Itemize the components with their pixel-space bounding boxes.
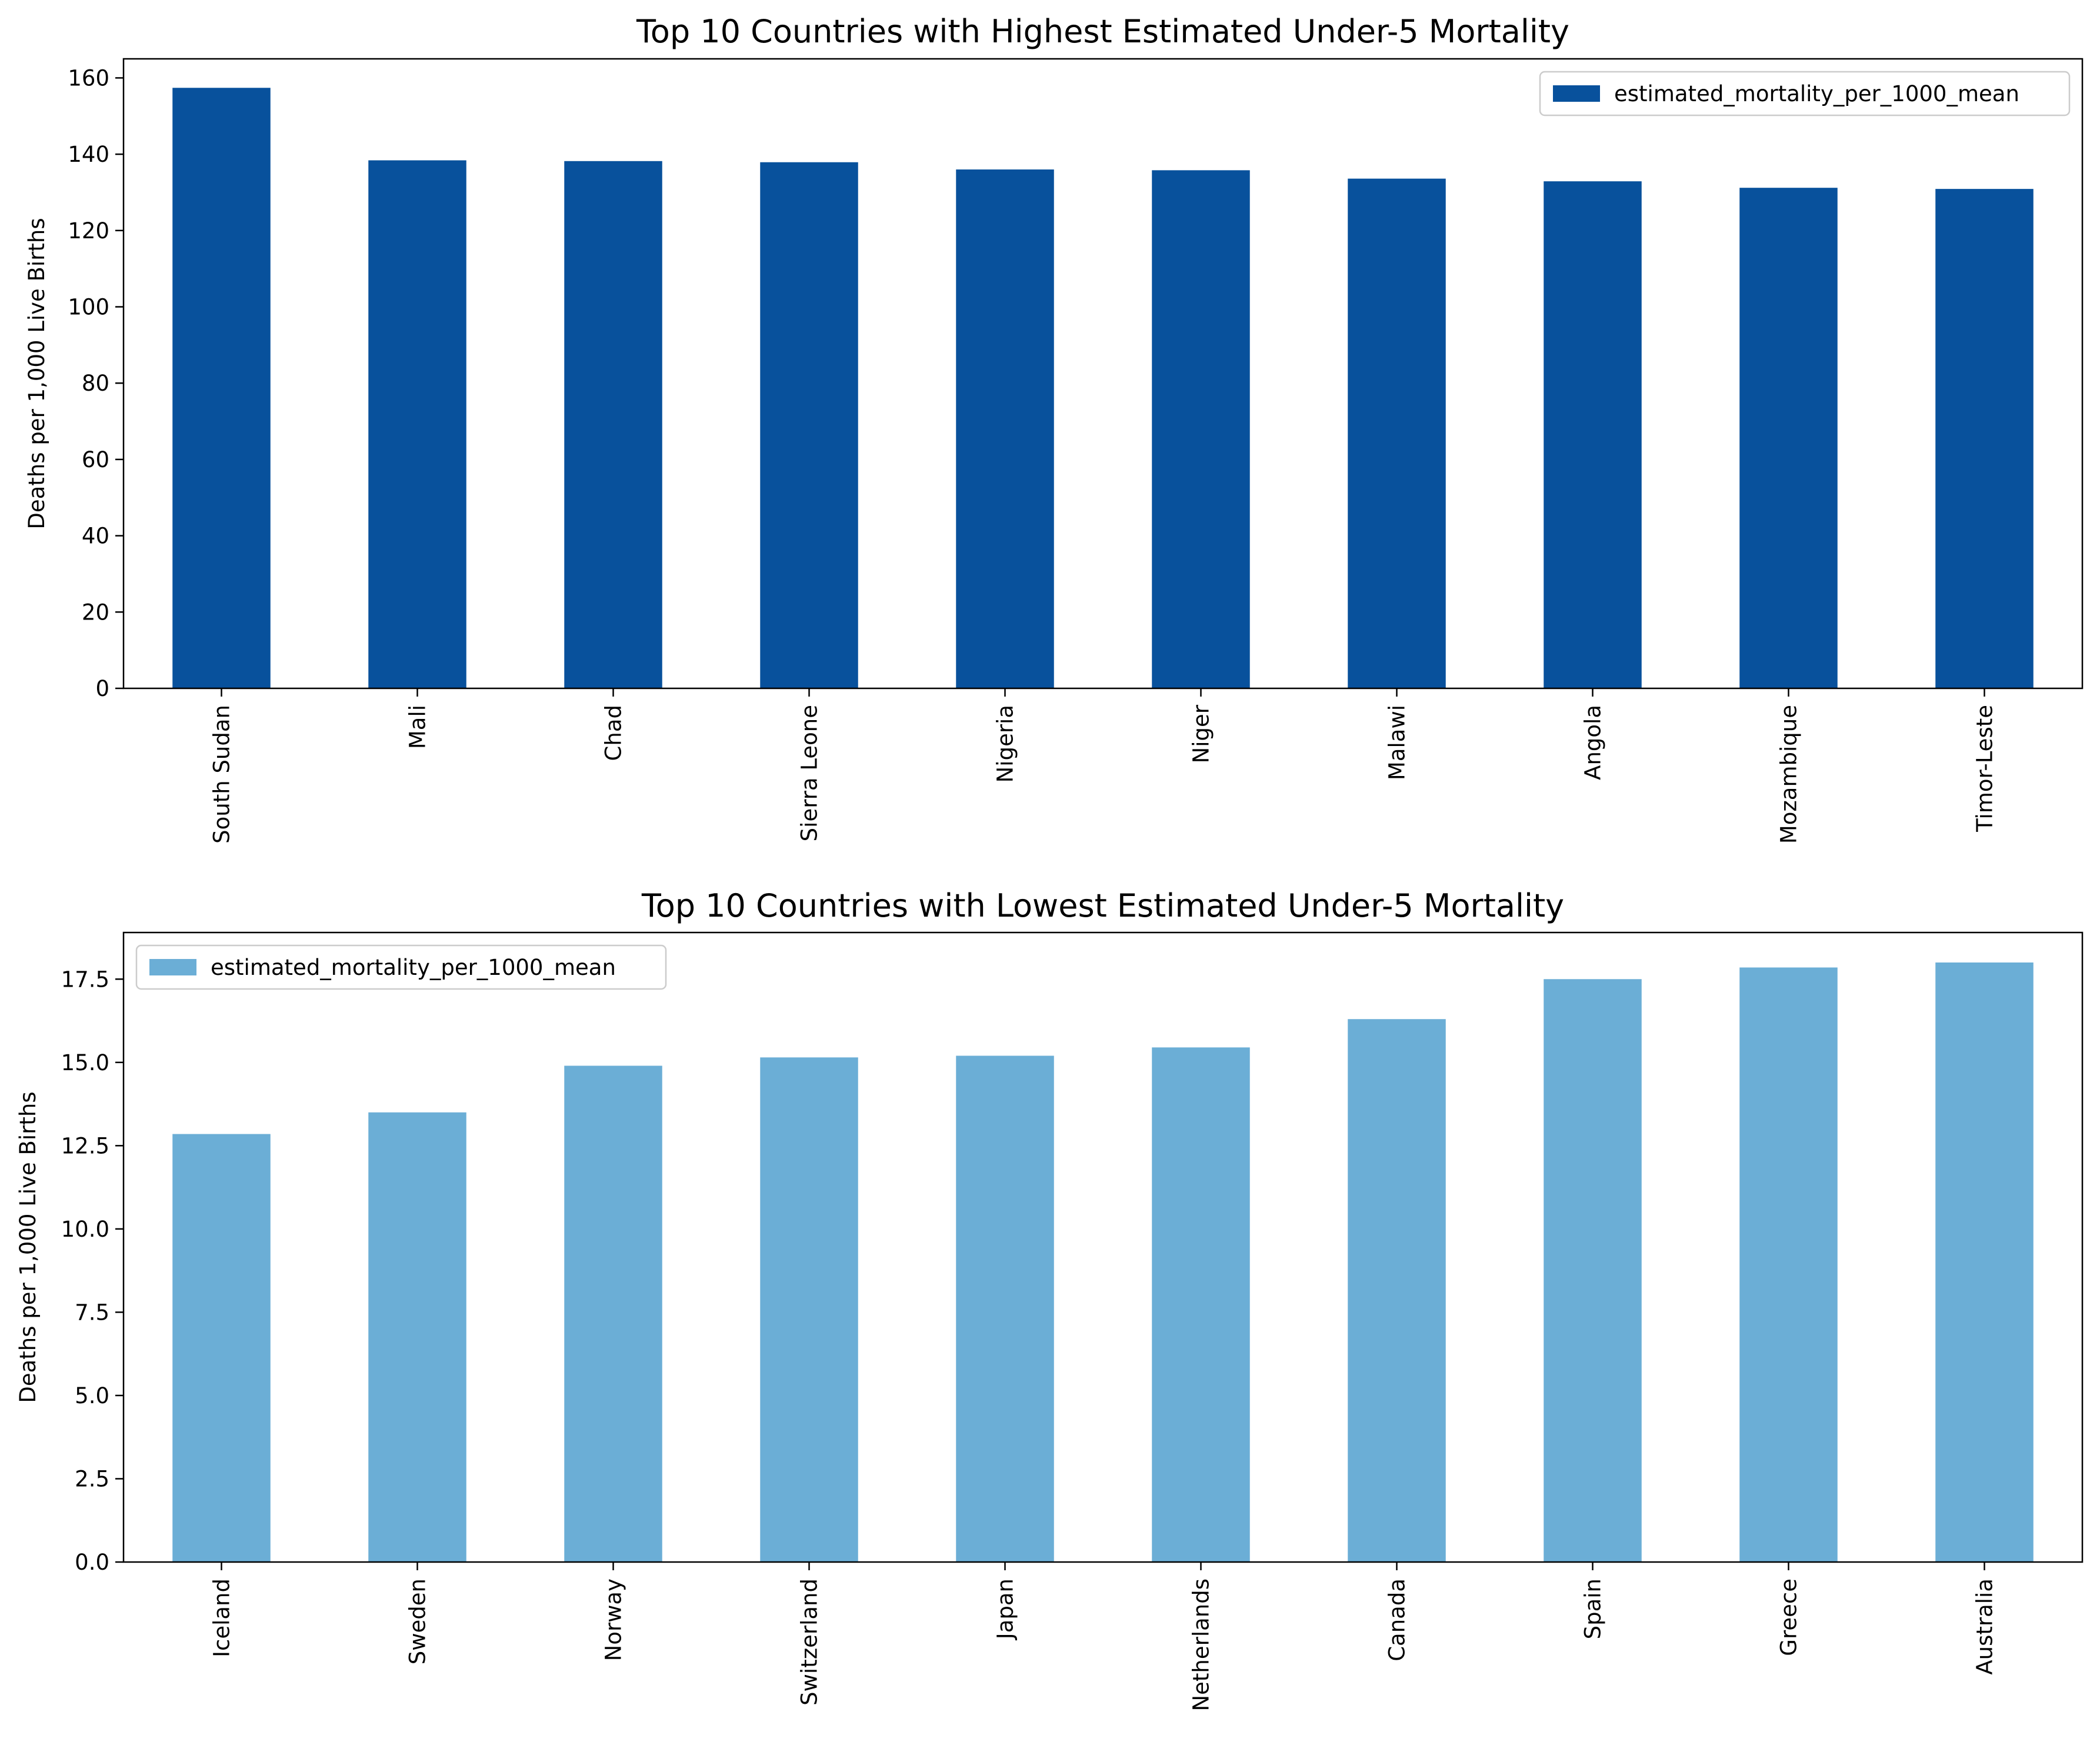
bar-netherlands	[1152, 1047, 1250, 1562]
legend: estimated_mortality_per_1000_mean	[1539, 71, 2071, 116]
y-axis-label: Deaths per 1,000 Live Births	[15, 1091, 41, 1403]
chart-1: Top 10 Countries with Highest Estimated …	[24, 13, 2084, 844]
x-tick-label: Australia	[1972, 1579, 1998, 1675]
legend-frame	[135, 944, 667, 990]
chart-title: Top 10 Countries with Lowest Estimated U…	[641, 887, 1564, 924]
y-tick-label: 20	[82, 600, 109, 625]
x-tick-label: Norway	[601, 1579, 626, 1661]
legend-label: estimated_mortality_per_1000_mean	[211, 955, 616, 980]
bar-group	[172, 962, 2034, 1562]
bar-mali	[368, 160, 466, 689]
chart-title: Top 10 Countries with Highest Estimated …	[636, 13, 1569, 50]
x-tick-label: Malawi	[1385, 705, 1410, 780]
y-tick-label: 10.0	[61, 1217, 109, 1242]
x-tick-label: Spain	[1581, 1579, 1606, 1639]
y-tick-label: 60	[82, 447, 109, 472]
legend-label: estimated_mortality_per_1000_mean	[1614, 81, 2019, 106]
x-tick-label: Greece	[1776, 1579, 1802, 1656]
bar-sweden	[368, 1112, 466, 1562]
bar-group	[172, 88, 2034, 689]
bar-nigeria	[956, 169, 1054, 688]
bar-timor-leste	[1935, 189, 2034, 689]
x-tick-label: Mali	[405, 705, 431, 749]
legend: estimated_mortality_per_1000_mean	[135, 944, 667, 990]
y-tick-label: 17.5	[61, 967, 109, 992]
y-tick-label: 12.5	[61, 1133, 109, 1158]
bar-norway	[564, 1065, 662, 1562]
legend-frame	[1539, 71, 2071, 116]
bar-malawi	[1348, 178, 1446, 688]
x-tick-label: Mozambique	[1776, 705, 1802, 844]
y-tick-label: 100	[68, 295, 109, 320]
bar-sierra-leone	[760, 162, 858, 688]
y-axis-label: Deaths per 1,000 Live Births	[24, 218, 49, 529]
bar-chad	[564, 161, 662, 688]
bar-switzerland	[760, 1057, 858, 1562]
x-tick-label: Japan	[993, 1579, 1018, 1640]
x-tick-label: South Sudan	[209, 705, 235, 844]
x-tick-label: Angola	[1581, 705, 1606, 780]
bar-angola	[1544, 181, 1642, 688]
y-tick-label: 140	[68, 142, 109, 167]
bar-niger	[1152, 170, 1250, 689]
x-tick-label: Niger	[1189, 704, 1214, 763]
x-tick-label: Nigeria	[993, 705, 1018, 782]
x-tick-label: Timor-Leste	[1972, 705, 1998, 832]
y-tick-label: 7.5	[75, 1300, 109, 1325]
bar-spain	[1544, 979, 1642, 1562]
y-tick-label: 120	[68, 218, 109, 244]
x-tick-label: Chad	[601, 705, 626, 761]
y-tick-label: 2.5	[75, 1466, 109, 1491]
legend-swatch	[149, 959, 196, 975]
bar-iceland	[172, 1134, 271, 1562]
x-tick-label: Sierra Leone	[797, 705, 822, 841]
y-tick-label: 80	[82, 371, 109, 396]
plot-frame	[122, 931, 2084, 1563]
bar-australia	[1935, 962, 2034, 1562]
bar-canada	[1348, 1019, 1446, 1562]
x-tick-label: Sweden	[405, 1579, 431, 1664]
legend-swatch	[1553, 85, 1600, 102]
x-tick-label: Iceland	[209, 1579, 235, 1657]
chart-2: Top 10 Countries with Lowest Estimated U…	[15, 887, 2084, 1711]
x-tick-label: Netherlands	[1189, 1579, 1214, 1711]
y-tick-label: 160	[68, 65, 109, 91]
plot-frame	[122, 58, 2084, 690]
y-tick-label: 0.0	[75, 1550, 109, 1575]
bar-south-sudan	[172, 88, 271, 688]
y-tick-label: 0	[95, 676, 109, 701]
y-tick-label: 40	[82, 524, 109, 549]
bar-mozambique	[1739, 188, 1838, 688]
bar-greece	[1739, 967, 1838, 1562]
x-tick-label: Switzerland	[797, 1579, 822, 1706]
bar-japan	[956, 1055, 1054, 1562]
y-tick-label: 15.0	[61, 1050, 109, 1075]
y-tick-label: 5.0	[75, 1383, 109, 1408]
x-tick-label: Canada	[1385, 1579, 1410, 1661]
